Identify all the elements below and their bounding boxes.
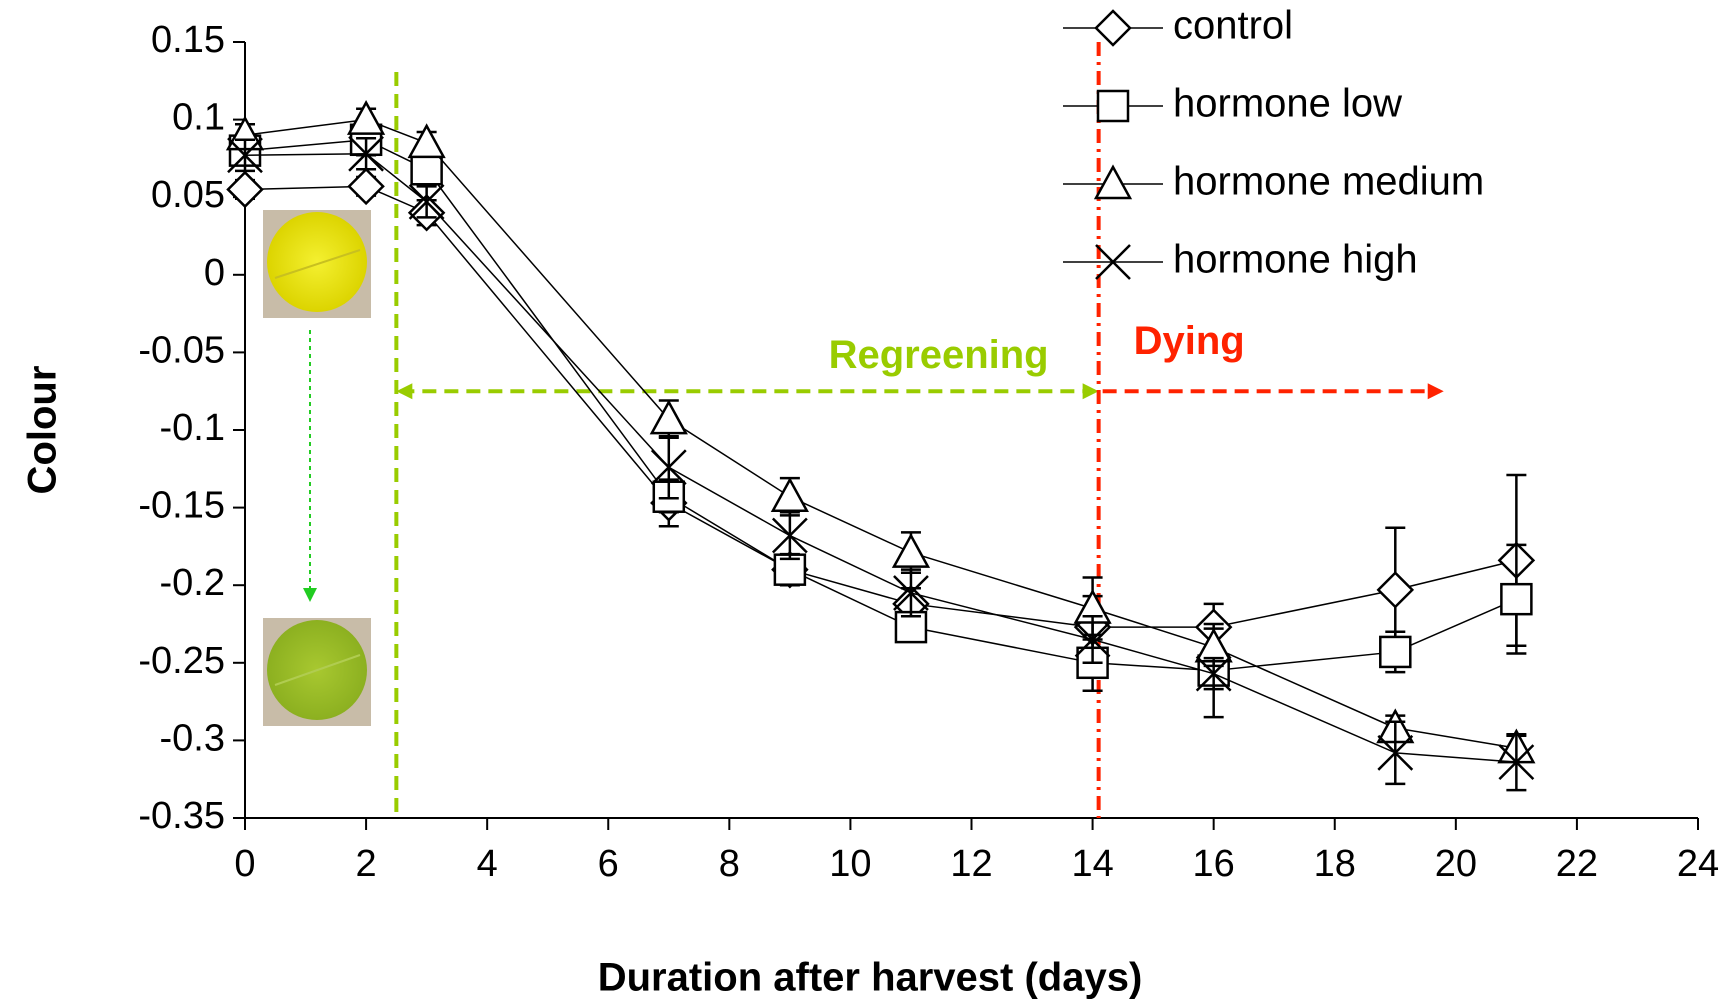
marker: [349, 103, 383, 134]
marker: [1197, 630, 1231, 661]
y-tick-label: 0.05: [151, 174, 225, 216]
y-tick-label: -0.15: [138, 485, 225, 527]
annotation-label: Dying: [1134, 319, 1245, 363]
legend-label: hormone high: [1173, 238, 1418, 282]
x-tick-label: 16: [1193, 843, 1235, 885]
x-tick-label: 14: [1071, 843, 1113, 885]
x-tick-label: 4: [477, 843, 498, 885]
x-tick-label: 24: [1677, 843, 1719, 885]
marker: [1096, 11, 1130, 45]
marker: [894, 536, 928, 567]
marker: [1378, 573, 1412, 607]
x-tick-label: 8: [719, 843, 740, 885]
x-tick-label: 12: [950, 843, 992, 885]
annotation: Regreening: [396, 72, 1098, 818]
y-tick-label: -0.35: [138, 795, 225, 837]
marker: [1096, 167, 1130, 198]
y-tick-label: 0: [204, 252, 225, 294]
annotation-label: Regreening: [829, 333, 1049, 377]
marker: [228, 172, 262, 206]
x-tick-label: 10: [829, 843, 871, 885]
x-tick-label: 2: [356, 843, 377, 885]
y-tick-label: -0.1: [160, 407, 225, 449]
annotation: Dying: [1099, 42, 1444, 818]
x-tick-label: 22: [1556, 843, 1598, 885]
y-tick-label: -0.3: [160, 717, 225, 759]
marker: [412, 154, 442, 184]
marker: [652, 402, 686, 433]
y-axis-title: Colour: [21, 366, 65, 495]
y-tick-label: -0.25: [138, 640, 225, 682]
x-tick-label: 6: [598, 843, 619, 885]
arrow-head: [396, 383, 412, 399]
marker: [1098, 91, 1128, 121]
legend-label: hormone medium: [1173, 160, 1484, 204]
x-tick-label: 20: [1435, 843, 1477, 885]
x-tick-label: 18: [1314, 843, 1356, 885]
leaf-images: [263, 210, 371, 726]
x-axis-title: Duration after harvest (days): [598, 956, 1143, 1000]
legend-label: hormone low: [1173, 82, 1402, 126]
arrow-head: [1428, 383, 1444, 399]
marker: [349, 169, 383, 203]
y-tick-label: -0.2: [160, 562, 225, 604]
leaf-disc-yellow: [267, 212, 367, 312]
marker: [410, 126, 444, 157]
marker: [773, 480, 807, 511]
marker: [1501, 584, 1531, 614]
arrow-head: [303, 588, 317, 602]
legend: control hormone low hormone medium hormone …: [1063, 4, 1484, 282]
marker: [1380, 637, 1410, 667]
y-tick-label: 0.1: [172, 97, 225, 139]
x-tick-label: 0: [234, 843, 255, 885]
series: [228, 137, 1533, 790]
legend-label: control: [1173, 4, 1293, 48]
y-tick-label: 0.15: [151, 19, 225, 61]
y-tick-label: -0.05: [138, 329, 225, 371]
chart: Duration after harvest (days) Colour -0.…: [0, 0, 1736, 1001]
arrow-head: [1083, 383, 1099, 399]
